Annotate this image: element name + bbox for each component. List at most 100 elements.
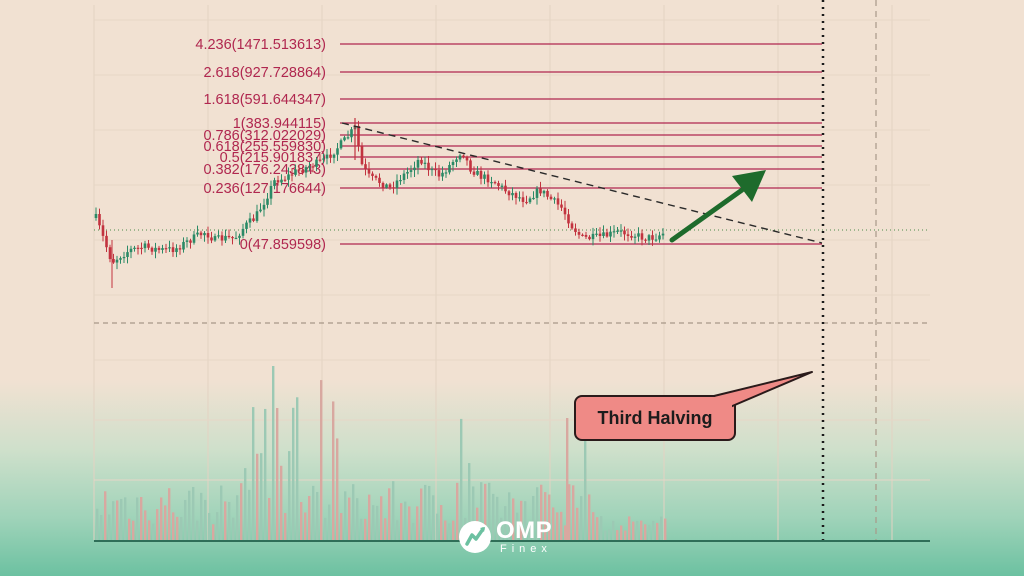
candle-body [479,170,483,179]
volume-bar [164,505,167,541]
volume-bar [500,517,503,541]
volume-bar [176,516,179,541]
volume-bar [112,501,115,541]
candle-body [175,248,178,253]
candle-body [378,177,381,183]
volume-bar [156,509,159,541]
candle-body [644,239,647,241]
omp-finex-logo: OMP Finex [458,515,552,559]
candle-body [437,170,441,177]
candle-body [133,247,136,249]
candle-body [371,173,374,176]
candle-body [147,243,150,248]
volume-bar [648,524,651,541]
volume-bar [560,511,563,541]
volume-bar [656,522,659,541]
volume-bar [392,481,395,541]
fib-level-label: 2.618(927.728864) [203,65,326,81]
volume-bar [632,521,635,541]
volume-bar [568,484,571,541]
candle-body [567,214,570,224]
candle-body [647,235,651,241]
volume-bar [168,488,171,541]
candle-body [563,207,567,215]
fib-level-label: 4.236(1471.513613) [195,37,326,53]
candle-body [448,165,451,173]
volume-bar [592,512,595,541]
candle-body [595,233,598,235]
volume-bar [352,484,355,541]
volume-bar [228,501,231,541]
volume-bar [204,499,207,541]
volume-bar [236,495,239,541]
volume-bar [304,512,307,541]
volume-bar [172,512,175,541]
candle-body [157,247,161,250]
chart-grid [93,5,930,540]
volume-bar [540,484,543,541]
volume-bar [408,506,411,541]
volume-bar [244,468,247,541]
volume-bar [188,490,191,541]
fib-level-label: 0.382(176.243843) [203,162,326,178]
candle-body [430,168,434,171]
volume-bar [566,418,569,541]
candle-body [651,235,654,240]
candle-body [196,232,199,235]
volume-bar [316,491,319,541]
candle-body [259,209,262,212]
candle-body [525,201,528,204]
volume-bar [124,497,127,541]
volume-bar [276,408,279,541]
volume-bar [160,497,163,541]
candle-body [486,174,490,183]
candle-body [346,137,350,139]
candle-body [507,191,511,196]
candle-body [570,223,574,229]
candle-body [511,193,514,196]
candle-body [367,168,371,174]
candle-body [661,233,665,236]
volume-bar [240,483,243,541]
candle-body [192,234,196,243]
candle-body [255,211,259,221]
volume-bar [488,482,491,541]
candle-body [616,230,619,232]
candle-body [434,168,437,171]
volume-bar [396,520,399,541]
candle-body [199,232,203,236]
candle-body [119,258,122,260]
candle-body [273,180,276,186]
volume-bar [356,498,359,541]
volume-bar [428,485,431,541]
volume-bar [264,408,267,541]
candle-body [227,235,231,238]
candle-body [301,170,304,173]
candlesticks [94,118,665,288]
volume-bar [312,485,315,541]
volume-bar [620,525,623,541]
volume-bar [452,520,455,541]
candle-body [206,233,210,238]
candle-body [339,140,343,149]
volume-bar [532,495,535,541]
volume-bar [512,498,515,541]
volume-bar [416,506,419,541]
candle-body [630,235,633,238]
candle-body [266,198,269,205]
candle-body [556,198,560,205]
candle-body [497,183,500,186]
volume-bar [604,530,607,541]
candle-body [402,173,406,181]
volume-bar [340,513,343,541]
candle-body [609,231,612,237]
volume-bar [508,492,511,541]
volume-bar [440,505,443,541]
candle-body [318,159,322,161]
candle-body [500,185,504,187]
volume-bar [380,496,383,541]
candle-body [399,180,402,182]
volume-bar [104,491,107,541]
candle-body [535,188,539,198]
volume-bar [600,516,603,541]
